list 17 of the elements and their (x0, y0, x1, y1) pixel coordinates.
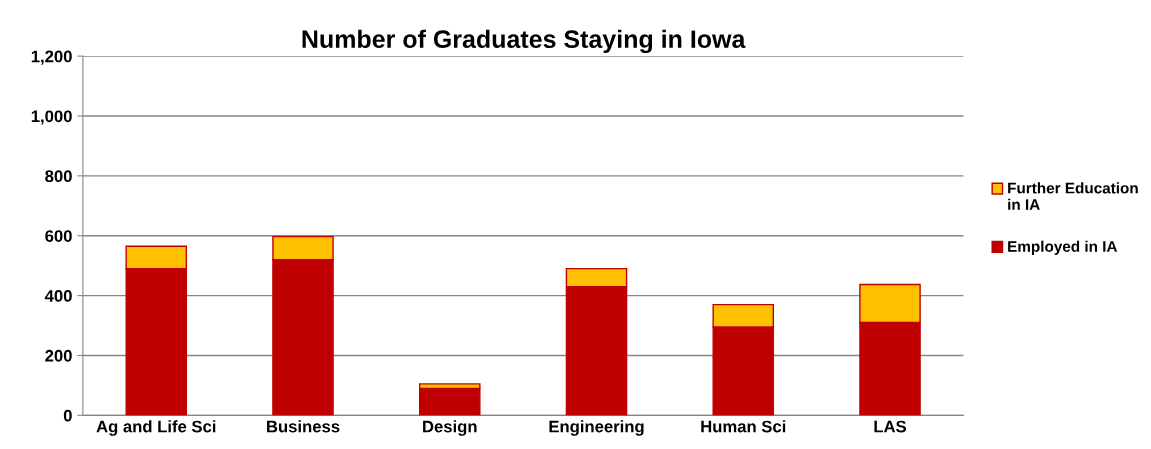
x-tick-label: Design (423, 420, 477, 436)
x-tick-label: LAS (874, 420, 907, 433)
y-tick-label: 0 (63, 409, 72, 422)
y-tick-label: 800 (45, 170, 72, 183)
x-tick-label: Business (267, 420, 340, 433)
y-tick-label: 200 (45, 349, 72, 362)
bar (418, 387, 481, 416)
x-tick-label: Human Sci (701, 420, 786, 433)
x-tick-label: Ag and Life Sci (96, 420, 216, 436)
y-tick-label: 400 (44, 289, 72, 302)
chart-title: Number of Graduates Staying in Iowa (302, 29, 746, 54)
y-tick-label: 600 (45, 230, 72, 242)
legend-label: Further Education in IA (1008, 182, 1138, 210)
y-tick-label: 1,000 (31, 110, 72, 125)
legend-label: Employed in IA (1008, 240, 1118, 255)
y-tick-label: 1,200 (31, 50, 72, 65)
x-tick-label: Engineering (549, 420, 644, 436)
